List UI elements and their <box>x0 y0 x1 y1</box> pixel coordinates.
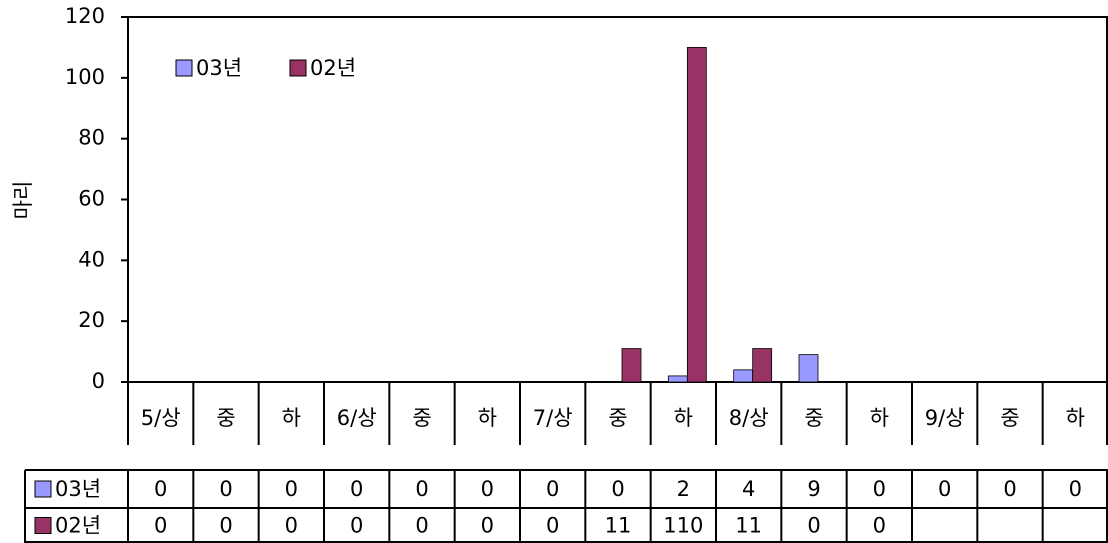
x-tick-label: 하 <box>674 406 693 430</box>
table-value: 4 <box>742 477 755 501</box>
table-value: 0 <box>285 477 298 501</box>
table-value: 9 <box>807 477 820 501</box>
table-value: 0 <box>938 477 951 501</box>
table-value: 0 <box>350 514 363 538</box>
table-value: 2 <box>677 477 690 501</box>
row-header: 02년 <box>55 514 101 538</box>
table-value: 0 <box>219 477 232 501</box>
table-value: 11 <box>605 514 632 538</box>
table-value: 0 <box>481 477 494 501</box>
table-value: 0 <box>1069 477 1082 501</box>
table-value: 0 <box>154 477 167 501</box>
legend-swatch <box>289 59 307 77</box>
y-tick-label: 100 <box>65 65 105 89</box>
table-value: 0 <box>546 477 559 501</box>
table-value: 0 <box>219 514 232 538</box>
table-value: 0 <box>873 514 886 538</box>
x-tick-label: 하 <box>1066 406 1085 430</box>
x-tick-label: 5/상 <box>141 406 181 430</box>
table-value: 0 <box>350 477 363 501</box>
table-value: 0 <box>481 514 494 538</box>
table-value: 0 <box>807 514 820 538</box>
table-value: 0 <box>415 477 428 501</box>
table-value: 0 <box>154 514 167 538</box>
table-value: 11 <box>735 514 762 538</box>
bar <box>621 348 642 383</box>
table-value: 0 <box>285 514 298 538</box>
bar <box>667 375 688 383</box>
row-header: 03년 <box>55 477 101 501</box>
legend-swatch <box>34 517 52 534</box>
x-tick-label: 6/상 <box>337 406 377 430</box>
x-tick-label: 하 <box>870 406 889 430</box>
x-tick-label: 중 <box>608 406 627 430</box>
y-tick-label: 120 <box>65 4 105 28</box>
x-tick-label: 중 <box>1000 406 1019 430</box>
x-tick-label: 중 <box>412 406 431 430</box>
legend-label: 02년 <box>310 56 356 80</box>
x-tick-label: 하 <box>282 406 301 430</box>
x-tick-label: 중 <box>804 406 823 430</box>
table-value: 0 <box>611 477 624 501</box>
legend-swatch <box>175 59 193 77</box>
y-tick-label: 80 <box>78 126 105 150</box>
x-tick-label: 7/상 <box>533 406 573 430</box>
table-value: 110 <box>663 514 703 538</box>
plot-frame <box>127 16 1108 383</box>
x-tick-label: 하 <box>478 406 497 430</box>
legend-label: 03년 <box>196 56 242 80</box>
y-tick-label: 20 <box>78 308 105 332</box>
x-tick-label: 중 <box>216 406 235 430</box>
bar <box>752 348 773 383</box>
table-value: 0 <box>415 514 428 538</box>
y-axis-label: 마리 <box>11 181 35 220</box>
table-value: 0 <box>546 514 559 538</box>
y-tick-label: 60 <box>78 187 105 211</box>
y-tick-label: 40 <box>78 247 105 271</box>
table-value: 0 <box>873 477 886 501</box>
table-value: 0 <box>1003 477 1016 501</box>
bar <box>686 47 707 383</box>
x-tick-label: 8/상 <box>729 406 769 430</box>
bar <box>733 369 754 383</box>
bar <box>798 354 819 383</box>
x-tick-label: 9/상 <box>925 406 965 430</box>
y-tick-label: 0 <box>92 369 105 393</box>
legend-swatch <box>34 480 52 498</box>
